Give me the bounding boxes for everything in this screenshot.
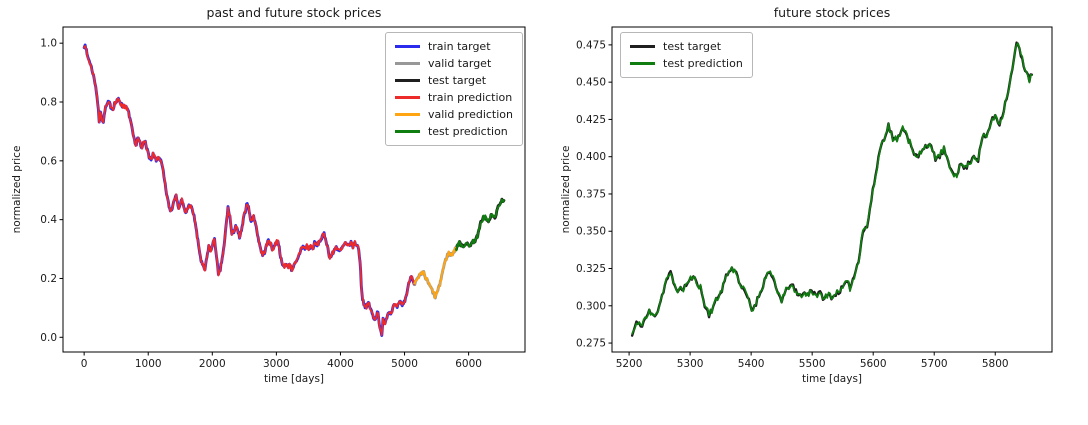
- x-tick-label: 5300: [677, 358, 704, 370]
- x-tick-label: 5400: [738, 358, 765, 370]
- x-tick-label: 5700: [921, 358, 948, 370]
- legend-entry: train target: [394, 38, 513, 55]
- legend-entry: valid prediction: [394, 106, 513, 123]
- legend-entry: test target: [630, 38, 743, 55]
- x-axis-label: time [days]: [802, 373, 862, 385]
- y-tick-label: 1.0: [40, 38, 57, 50]
- x-tick-label: 3000: [263, 358, 290, 370]
- legend-swatch: [394, 62, 420, 65]
- x-tick-label: 5200: [616, 358, 643, 370]
- y-tick-label: 0.300: [576, 300, 606, 312]
- y-tick-label: 0.0: [40, 332, 57, 344]
- y-axis-label: normalized price: [11, 146, 23, 234]
- series-line-valid-prediction: [413, 246, 457, 299]
- series-line-train-target: [82, 43, 416, 337]
- legend-swatch: [394, 79, 420, 82]
- series-line-train-prediction: [83, 45, 416, 336]
- legend-label: test target: [427, 74, 487, 87]
- y-tick-label: 0.350: [576, 226, 606, 238]
- legend-swatch: [630, 62, 655, 65]
- series-line-test-target: [630, 41, 1034, 337]
- y-tick-label: 0.375: [576, 188, 606, 200]
- x-tick-label: 5500: [799, 358, 826, 370]
- legend-label: valid prediction: [427, 108, 513, 121]
- x-tick-label: 5000: [391, 358, 418, 370]
- legend-swatch: [394, 113, 420, 116]
- chart-future-stock-prices: future stock prices 5200 5300 5400 5500 5600 5…: [544, 0, 1088, 425]
- legend-label: test target: [663, 40, 722, 53]
- x-tick-label: 5600: [860, 358, 887, 370]
- chart-title: past and future stock prices: [207, 5, 382, 20]
- y-tick-label: 0.325: [576, 263, 606, 275]
- legend-label: test prediction: [663, 57, 743, 70]
- x-tick-label: 0: [81, 358, 88, 370]
- legend-swatch: [394, 96, 420, 99]
- legend-entry: train prediction: [394, 89, 513, 106]
- axes-frame: [62, 26, 526, 353]
- chart-title: future stock prices: [774, 5, 890, 20]
- y-tick-label: 0.275: [576, 338, 606, 350]
- y-tick-label: 0.8: [40, 97, 57, 109]
- legend-label: test prediction: [427, 125, 508, 138]
- legend-entry: test prediction: [630, 55, 743, 72]
- legend-swatch: [394, 45, 420, 48]
- legend-entry: test prediction: [394, 123, 513, 140]
- legend-label: train prediction: [427, 91, 513, 104]
- legend-swatch: [394, 130, 420, 133]
- x-tick-label: 6000: [455, 358, 482, 370]
- x-tick-label: 1000: [135, 358, 162, 370]
- y-axis-label: normalized price: [560, 146, 572, 234]
- axes-frame: [611, 26, 1053, 353]
- series-line-test-prediction: [454, 198, 505, 252]
- legend-box: train target valid target test target train…: [384, 32, 523, 146]
- x-tick-label: 5800: [982, 358, 1009, 370]
- x-tick-label: 4000: [327, 358, 354, 370]
- y-tick-label: 0.4: [40, 214, 57, 226]
- legend-label: valid target: [427, 57, 492, 70]
- series-line-test-prediction: [631, 42, 1033, 335]
- chart-past-and-future-stock-prices: past and future stock prices 0 1000 2000 300…: [11, 5, 526, 385]
- legend-label: train target: [427, 40, 491, 53]
- y-tick-label: 0.6: [40, 155, 57, 167]
- legend-swatch: [630, 45, 655, 48]
- plot-svg: past and future stock prices 0 1000 2000 300…: [11, 5, 526, 385]
- legend-box: test target test prediction: [620, 32, 753, 78]
- y-tick-label: 0.400: [576, 151, 606, 163]
- x-axis-label: time [days]: [264, 373, 324, 385]
- y-tick-label: 0.475: [576, 39, 606, 51]
- y-tick-label: 0.425: [576, 114, 606, 126]
- legend-entry: test target: [394, 72, 513, 89]
- x-tick-label: 2000: [199, 358, 226, 370]
- y-tick-label: 0.2: [40, 273, 57, 285]
- plot-svg: future stock prices 5200 5300 5400 5500 5600 5…: [560, 5, 1053, 385]
- legend-entry: valid target: [394, 55, 513, 72]
- y-tick-label: 0.450: [576, 77, 606, 89]
